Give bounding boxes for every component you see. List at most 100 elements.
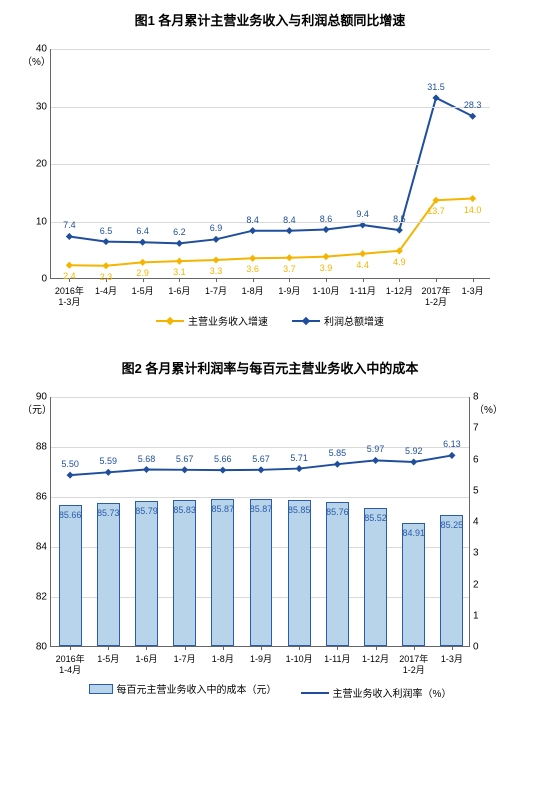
xtick: 1-7月 bbox=[205, 278, 227, 297]
bar-label: 85.85 bbox=[288, 505, 311, 515]
line-label: 5.50 bbox=[61, 459, 79, 469]
data-label: 9.4 bbox=[356, 209, 369, 219]
line-label: 5.68 bbox=[138, 454, 156, 464]
chart-2-y-unit-right: （%） bbox=[474, 401, 503, 416]
data-label: 3.7 bbox=[283, 264, 296, 274]
xtick: 1-11月 bbox=[324, 646, 350, 665]
legend-item: 每百元主营业务收入中的成本（元） bbox=[89, 681, 277, 696]
chart-1: 图1 各月累计主营业务收入与利润总额同比增速 （%） 0102030402016… bbox=[0, 10, 540, 328]
bar-label: 84.91 bbox=[402, 528, 425, 538]
ytick: 30 bbox=[36, 101, 51, 112]
data-label: 13.7 bbox=[427, 206, 445, 216]
bar bbox=[135, 501, 158, 646]
xtick: 2016年 1-3月 bbox=[55, 278, 84, 308]
data-label: 6.2 bbox=[173, 227, 186, 237]
chart-2-legend: 每百元主营业务收入中的成本（元） 主营业务收入利润率（%） bbox=[0, 681, 540, 700]
xtick: 1-10月 bbox=[312, 278, 339, 297]
data-label: 3.6 bbox=[246, 264, 259, 274]
line-label: 5.92 bbox=[405, 446, 423, 456]
ytick: 20 bbox=[36, 159, 51, 170]
xtick: 1-6月 bbox=[135, 646, 157, 665]
ytick: 40 bbox=[36, 44, 51, 55]
bar-label: 85.83 bbox=[173, 505, 196, 515]
ytick-left: 88 bbox=[36, 442, 51, 453]
xtick: 1-11月 bbox=[349, 278, 375, 297]
xtick: 1-5月 bbox=[97, 646, 119, 665]
ytick-left: 84 bbox=[36, 542, 51, 553]
ytick-left: 90 bbox=[36, 392, 51, 403]
bar-label: 85.73 bbox=[97, 508, 120, 518]
ytick-left: 86 bbox=[36, 492, 51, 503]
line-label: 5.85 bbox=[329, 448, 347, 458]
bar-label: 85.76 bbox=[326, 507, 349, 517]
ytick-left: 82 bbox=[36, 592, 51, 603]
data-label: 14.0 bbox=[464, 205, 482, 215]
bar-label: 85.66 bbox=[59, 510, 82, 520]
chart-2-title: 图2 各月累计利润率与每百元主营业务收入中的成本 bbox=[0, 358, 540, 377]
ytick-right: 2 bbox=[469, 579, 479, 590]
xtick: 1-9月 bbox=[278, 278, 300, 297]
legend-item: 利润总额增速 bbox=[292, 313, 384, 328]
ytick-right: 7 bbox=[469, 423, 479, 434]
data-label: 8.4 bbox=[283, 215, 296, 225]
ytick-right: 3 bbox=[469, 548, 479, 559]
data-label: 28.3 bbox=[464, 100, 482, 110]
data-label: 4.9 bbox=[393, 257, 406, 267]
chart-2-y-unit-left: （元） bbox=[22, 401, 52, 416]
ytick: 10 bbox=[36, 216, 51, 227]
bar bbox=[288, 500, 311, 646]
ytick-right: 4 bbox=[469, 517, 479, 528]
data-label: 7.4 bbox=[63, 220, 76, 230]
chart-2: 图2 各月累计利润率与每百元主营业务收入中的成本 （元） （%） 8082848… bbox=[0, 358, 540, 700]
bar bbox=[326, 502, 349, 646]
data-label: 2.9 bbox=[136, 268, 149, 278]
bar-label: 85.87 bbox=[212, 504, 235, 514]
bar bbox=[402, 523, 425, 646]
xtick: 1-6月 bbox=[168, 278, 190, 297]
data-label: 3.3 bbox=[210, 266, 223, 276]
xtick: 2016年 1-4月 bbox=[56, 646, 85, 676]
legend-item: 主营业务收入利润率（%） bbox=[301, 685, 452, 700]
xtick: 1-3月 bbox=[462, 278, 484, 297]
data-label: 6.9 bbox=[210, 223, 223, 233]
data-label: 8.4 bbox=[246, 215, 259, 225]
data-label: 2.4 bbox=[63, 271, 76, 281]
xtick: 1-5月 bbox=[132, 278, 154, 297]
ytick-right: 8 bbox=[469, 392, 479, 403]
data-label: 3.9 bbox=[320, 263, 333, 273]
chart-1-y-unit: （%） bbox=[22, 53, 51, 68]
line-label: 5.67 bbox=[252, 454, 270, 464]
xtick: 1-12月 bbox=[362, 646, 389, 665]
chart-1-plot: 0102030402016年 1-3月1-4月1-5月1-6月1-7月1-8月1… bbox=[50, 49, 490, 279]
data-label: 31.5 bbox=[427, 82, 445, 92]
xtick: 2017年 1-2月 bbox=[399, 646, 428, 676]
bar bbox=[173, 500, 196, 646]
bar bbox=[250, 499, 273, 646]
xtick: 1-3月 bbox=[441, 646, 463, 665]
chart-1-legend: 主营业务收入增速 利润总额增速 bbox=[0, 313, 540, 328]
data-label: 4.4 bbox=[356, 260, 369, 270]
ytick: 0 bbox=[41, 274, 51, 285]
xtick: 1-12月 bbox=[386, 278, 413, 297]
line-label: 5.97 bbox=[367, 444, 385, 454]
xtick: 2017年 1-2月 bbox=[421, 278, 450, 308]
line-label: 6.13 bbox=[443, 439, 461, 449]
ytick-right: 1 bbox=[469, 610, 479, 621]
bar bbox=[97, 503, 120, 646]
data-label: 6.4 bbox=[136, 226, 149, 236]
chart-1-title: 图1 各月累计主营业务收入与利润总额同比增速 bbox=[0, 10, 540, 29]
xtick: 1-10月 bbox=[286, 646, 313, 665]
line-label: 5.71 bbox=[290, 453, 308, 463]
line-label: 5.67 bbox=[176, 454, 194, 464]
data-label: 2.3 bbox=[100, 272, 113, 282]
xtick: 1-8月 bbox=[212, 646, 234, 665]
legend-item: 主营业务收入增速 bbox=[156, 313, 268, 328]
data-label: 8.5 bbox=[393, 214, 406, 224]
ytick-right: 5 bbox=[469, 485, 479, 496]
bar-label: 85.25 bbox=[441, 520, 464, 530]
data-label: 3.1 bbox=[173, 267, 186, 277]
xtick: 1-7月 bbox=[174, 646, 196, 665]
chart-2-plot: 8082848688900123456782016年 1-4月1-5月1-6月1… bbox=[50, 397, 470, 647]
bar bbox=[440, 515, 463, 646]
data-label: 6.5 bbox=[100, 226, 113, 236]
